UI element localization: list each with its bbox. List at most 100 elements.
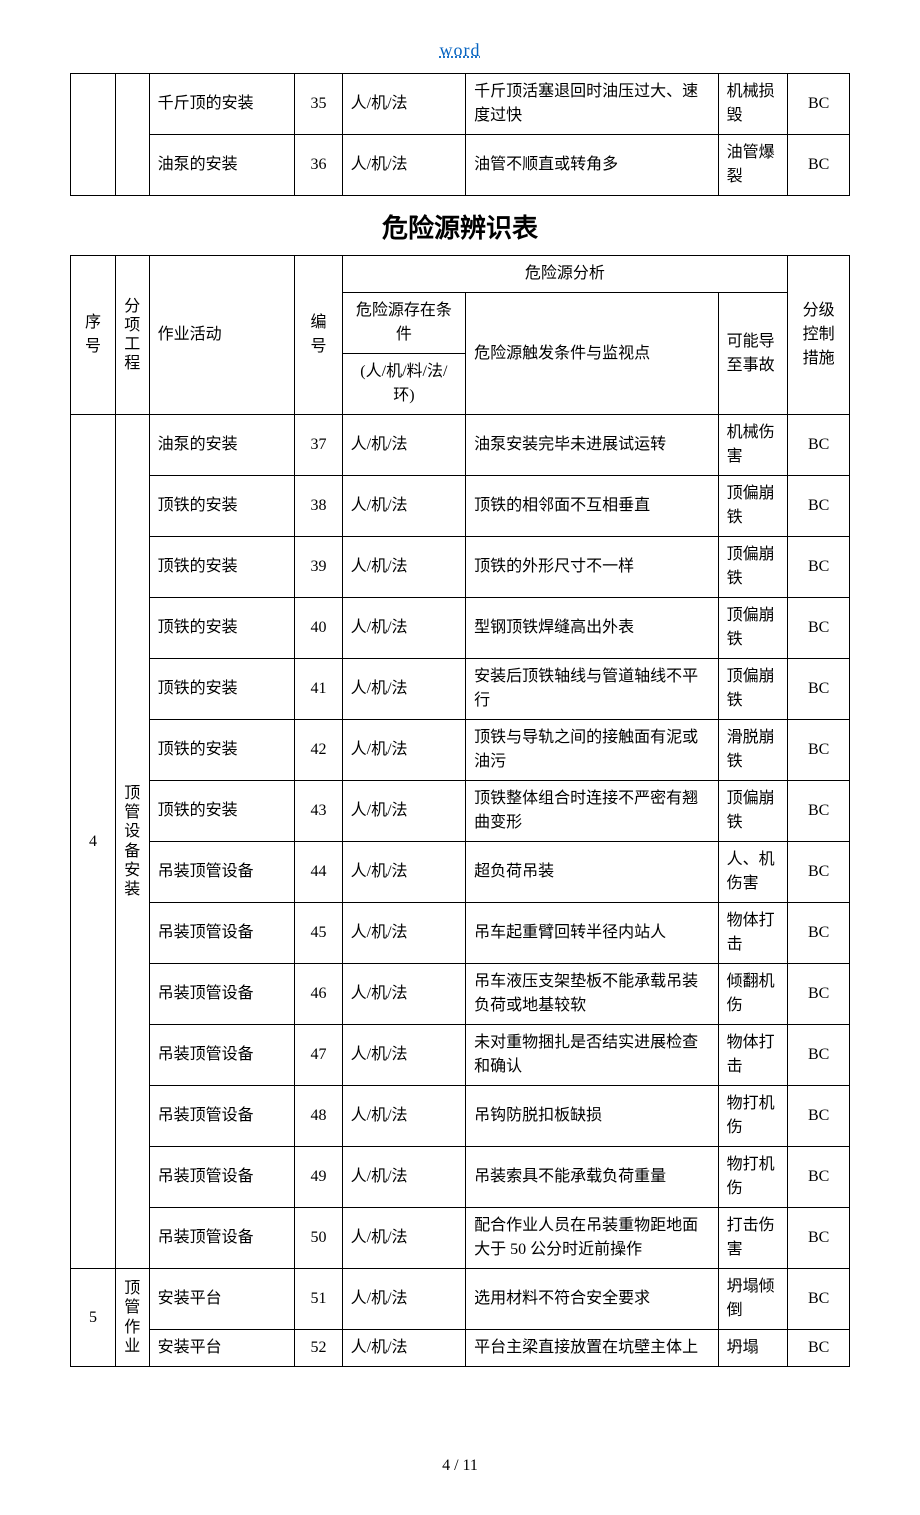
num-cell: 47 xyxy=(295,1025,342,1086)
table-row: 千斤顶的安装35人/机/法千斤顶活塞退回时油压过大、速度过快机械损毁BC xyxy=(71,74,850,135)
cond-cell: 人/机/法 xyxy=(342,720,465,781)
cond-cell: 人/机/法 xyxy=(342,781,465,842)
activity-cell: 安装平台 xyxy=(149,1269,295,1330)
activity-cell: 安装平台 xyxy=(149,1330,295,1367)
num-cell: 49 xyxy=(295,1147,342,1208)
accident-cell: 顶偏崩铁 xyxy=(718,537,788,598)
control-cell: BC xyxy=(788,1269,850,1330)
activity-cell: 顶铁的安装 xyxy=(149,598,295,659)
proj-cell: 顶管设备安装 xyxy=(115,415,149,1269)
cond-cell: 人/机/法 xyxy=(342,1025,465,1086)
trigger-cell: 平台主梁直接放置在坑壁主体上 xyxy=(466,1330,719,1367)
seq-cell: 5 xyxy=(71,1269,116,1367)
main-table: 序号 分项工程 作业活动 编号 危险源分析 分级控制措施 危险源存在条件 危险源… xyxy=(70,255,850,1367)
num-cell: 51 xyxy=(295,1269,342,1330)
cond-cell: 人/机/法 xyxy=(342,74,465,135)
trigger-cell: 配合作业人员在吊装重物距地面大于 50 公分时近前操作 xyxy=(466,1208,719,1269)
table-row: 吊装顶管设备50人/机/法配合作业人员在吊装重物距地面大于 50 公分时近前操作… xyxy=(71,1208,850,1269)
control-cell: BC xyxy=(788,476,850,537)
th-num: 编号 xyxy=(295,256,342,415)
num-cell: 50 xyxy=(295,1208,342,1269)
cond-cell: 人/机/法 xyxy=(342,135,465,196)
accident-cell: 物体打击 xyxy=(718,1025,788,1086)
control-cell: BC xyxy=(788,1330,850,1367)
page-footer: 4 / 11 xyxy=(70,1457,850,1475)
accident-cell: 顶偏崩铁 xyxy=(718,659,788,720)
activity-cell: 吊装顶管设备 xyxy=(149,1147,295,1208)
cond-cell: 人/机/法 xyxy=(342,1086,465,1147)
trigger-cell: 安装后顶铁轴线与管道轴线不平行 xyxy=(466,659,719,720)
page-number: 4 / 11 xyxy=(442,1457,478,1474)
accident-cell: 机械伤害 xyxy=(718,415,788,476)
num-cell: 41 xyxy=(295,659,342,720)
trigger-cell: 选用材料不符合安全要求 xyxy=(466,1269,719,1330)
activity-cell: 千斤顶的安装 xyxy=(149,74,295,135)
page-title: 危险源辨识表 xyxy=(70,208,850,245)
control-cell: BC xyxy=(788,842,850,903)
trigger-cell: 吊车液压支架垫板不能承载吊装负荷或地基较软 xyxy=(466,964,719,1025)
th-activity: 作业活动 xyxy=(149,256,295,415)
accident-cell: 物打机伤 xyxy=(718,1086,788,1147)
control-cell: BC xyxy=(788,1086,850,1147)
control-cell: BC xyxy=(788,659,850,720)
num-cell: 37 xyxy=(295,415,342,476)
accident-cell: 油管爆裂 xyxy=(718,135,788,196)
th-proj: 分项工程 xyxy=(115,256,149,415)
cond-cell: 人/机/法 xyxy=(342,1147,465,1208)
accident-cell: 人、机伤害 xyxy=(718,842,788,903)
accident-cell: 滑脱崩铁 xyxy=(718,720,788,781)
control-cell: BC xyxy=(788,1025,850,1086)
num-cell: 40 xyxy=(295,598,342,659)
table-row: 安装平台52人/机/法平台主梁直接放置在坑壁主体上坍塌BC xyxy=(71,1330,850,1367)
table-row: 吊装顶管设备47人/机/法未对重物捆扎是否结实进展检查和确认物体打击BC xyxy=(71,1025,850,1086)
activity-cell: 吊装顶管设备 xyxy=(149,1025,295,1086)
trigger-cell: 油管不顺直或转角多 xyxy=(466,135,719,196)
control-cell: BC xyxy=(788,598,850,659)
activity-cell: 吊装顶管设备 xyxy=(149,1086,295,1147)
control-cell: BC xyxy=(788,903,850,964)
accident-cell: 倾翻机伤 xyxy=(718,964,788,1025)
num-cell: 45 xyxy=(295,903,342,964)
cond-cell: 人/机/法 xyxy=(342,415,465,476)
header-link: word xyxy=(70,40,850,61)
control-cell: BC xyxy=(788,135,850,196)
empty-proj xyxy=(115,74,149,196)
table-row: 顶铁的安装42人/机/法顶铁与导轨之间的接触面有泥或油污滑脱崩铁BC xyxy=(71,720,850,781)
table-row: 顶铁的安装40人/机/法型钢顶铁焊缝高出外表顶偏崩铁BC xyxy=(71,598,850,659)
header-link-text: word xyxy=(440,40,481,60)
cond-cell: 人/机/法 xyxy=(342,1330,465,1367)
table-row: 顶铁的安装43人/机/法顶铁整体组合时连接不严密有翘曲变形顶偏崩铁BC xyxy=(71,781,850,842)
table-row: 顶铁的安装41人/机/法安装后顶铁轴线与管道轴线不平行顶偏崩铁BC xyxy=(71,659,850,720)
activity-cell: 油泵的安装 xyxy=(149,415,295,476)
activity-cell: 吊装顶管设备 xyxy=(149,1208,295,1269)
th-trigger: 危险源触发条件与监视点 xyxy=(466,293,719,415)
control-cell: BC xyxy=(788,74,850,135)
accident-cell: 机械损毁 xyxy=(718,74,788,135)
trigger-cell: 型钢顶铁焊缝高出外表 xyxy=(466,598,719,659)
activity-cell: 吊装顶管设备 xyxy=(149,842,295,903)
control-cell: BC xyxy=(788,537,850,598)
table-row: 5顶管作业安装平台51人/机/法选用材料不符合安全要求坍塌倾倒BC xyxy=(71,1269,850,1330)
cond-cell: 人/机/法 xyxy=(342,1269,465,1330)
trigger-cell: 千斤顶活塞退回时油压过大、速度过快 xyxy=(466,74,719,135)
activity-cell: 顶铁的安装 xyxy=(149,537,295,598)
activity-cell: 顶铁的安装 xyxy=(149,720,295,781)
seq-cell: 4 xyxy=(71,415,116,1269)
top-table: 千斤顶的安装35人/机/法千斤顶活塞退回时油压过大、速度过快机械损毁BC油泵的安… xyxy=(70,73,850,196)
table-row: 顶铁的安装39人/机/法顶铁的外形尺寸不一样顶偏崩铁BC xyxy=(71,537,850,598)
cond-cell: 人/机/法 xyxy=(342,598,465,659)
trigger-cell: 顶铁的外形尺寸不一样 xyxy=(466,537,719,598)
header-row-1: 序号 分项工程 作业活动 编号 危险源分析 分级控制措施 xyxy=(71,256,850,293)
th-seq: 序号 xyxy=(71,256,116,415)
cond-cell: 人/机/法 xyxy=(342,537,465,598)
proj-cell: 顶管作业 xyxy=(115,1269,149,1367)
activity-cell: 吊装顶管设备 xyxy=(149,903,295,964)
num-cell: 35 xyxy=(295,74,342,135)
trigger-cell: 顶铁整体组合时连接不严密有翘曲变形 xyxy=(466,781,719,842)
num-cell: 48 xyxy=(295,1086,342,1147)
num-cell: 52 xyxy=(295,1330,342,1367)
trigger-cell: 未对重物捆扎是否结实进展检查和确认 xyxy=(466,1025,719,1086)
cond-cell: 人/机/法 xyxy=(342,964,465,1025)
accident-cell: 顶偏崩铁 xyxy=(718,781,788,842)
control-cell: BC xyxy=(788,1147,850,1208)
